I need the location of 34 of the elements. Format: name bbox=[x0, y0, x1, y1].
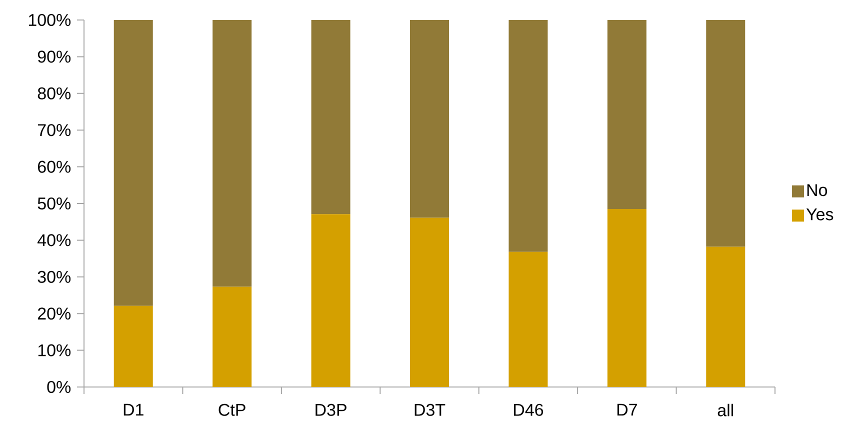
bar bbox=[311, 214, 350, 387]
y-tick-label: 70% bbox=[38, 124, 71, 136]
bar bbox=[114, 20, 153, 306]
bar bbox=[607, 208, 646, 387]
x-tick-label: all bbox=[718, 404, 733, 416]
x-tick-label: CtP bbox=[218, 404, 246, 416]
bar bbox=[706, 246, 746, 387]
bar bbox=[311, 20, 350, 214]
y-tick-label: 80% bbox=[38, 87, 71, 100]
y-tick-label: 0% bbox=[47, 380, 71, 394]
bar bbox=[607, 20, 646, 209]
y-tick-label: 90% bbox=[38, 50, 71, 63]
y-tick-label: 20% bbox=[38, 308, 71, 320]
x-tick-label: D46 bbox=[514, 404, 544, 416]
x-tick-label: D3T bbox=[414, 404, 446, 416]
bar bbox=[508, 20, 548, 252]
bar bbox=[410, 218, 449, 387]
bar bbox=[508, 252, 548, 387]
bar bbox=[212, 20, 252, 287]
x-tick-label: D7 bbox=[617, 404, 637, 416]
legend-label: Yes bbox=[806, 208, 834, 220]
y-tick-label: 40% bbox=[38, 234, 71, 246]
x-tick-label: D3P bbox=[316, 404, 346, 416]
y-tick-label: 100% bbox=[28, 14, 71, 26]
legend-label: No bbox=[807, 184, 828, 196]
y-tick-label: 30% bbox=[38, 270, 71, 283]
y-tick-label: 50% bbox=[38, 197, 71, 210]
y-tick-label: 10% bbox=[38, 344, 71, 356]
bar bbox=[114, 306, 153, 387]
x-tick-label: D1 bbox=[124, 404, 144, 416]
y-tick-label: 60% bbox=[38, 160, 71, 173]
bar bbox=[706, 20, 746, 247]
bar bbox=[212, 286, 252, 387]
bar bbox=[410, 20, 449, 218]
